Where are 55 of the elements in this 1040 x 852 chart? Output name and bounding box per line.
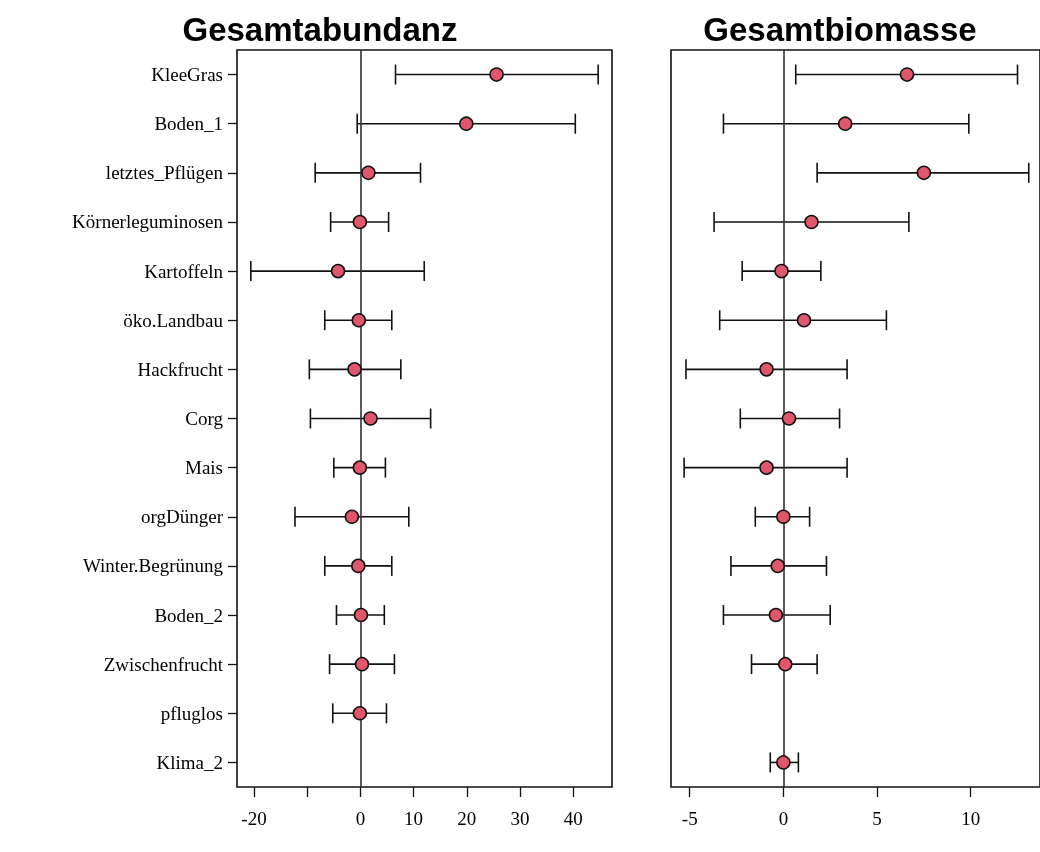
point [352,706,368,721]
x-tick-label: 40 [563,808,583,829]
point [916,165,932,181]
point [804,214,819,230]
x-tick-label: 20 [457,808,477,829]
y-tick-label: Corg [185,408,224,429]
y-tick-label: pfluglos [160,702,223,724]
y-tick-label: Klima_2 [156,751,223,773]
x-tick-label: -20 [241,808,267,829]
point [837,116,853,131]
point [781,411,797,426]
y-tick-label: öko.Landbau [123,309,224,331]
point [351,312,367,328]
point [770,558,786,574]
y-tick-label: Boden_1 [154,113,223,135]
point [352,460,368,475]
point [354,656,370,672]
point [347,362,362,377]
x-tick-label: -5 [681,808,698,829]
y-tick-label: letztes_Pflügen [105,162,224,184]
point [489,67,504,82]
point [352,214,368,230]
point [759,362,774,377]
point [330,263,346,279]
point [899,67,915,82]
y-tick-label: Kartoffeln [144,260,224,282]
y-tick-label: Winter.Begrünung [82,555,224,577]
y-tick-label: Körnerleguminosen [72,211,224,233]
point [353,607,369,623]
x-tick-label: 0 [778,808,789,829]
x-tick-label: 30 [510,808,530,829]
point [796,312,812,328]
x-tick-label: 5 [872,808,882,829]
y-tick-label: KleeGras [151,64,223,86]
point [344,509,360,525]
point [776,509,791,525]
point [351,558,366,574]
x-tick-label: 0 [355,808,366,829]
point [363,411,378,426]
chart-title: Gesamtabundanz [182,11,458,48]
chart-title: Gesamtbiomasse [703,11,977,48]
point [778,656,793,672]
point [774,263,789,279]
point [759,460,774,475]
y-tick-label: Boden_2 [154,604,223,626]
point [459,116,474,131]
point [768,607,784,623]
y-tick-label: orgDünger [141,506,224,528]
point [361,165,376,181]
y-tick-label: Hackfrucht [137,358,224,380]
y-tick-label: Mais [185,457,223,479]
y-tick-label: Zwischenfrucht [103,653,224,675]
point [776,755,791,770]
x-tick-label: 10 [961,808,981,829]
x-tick-label: 10 [404,808,424,829]
